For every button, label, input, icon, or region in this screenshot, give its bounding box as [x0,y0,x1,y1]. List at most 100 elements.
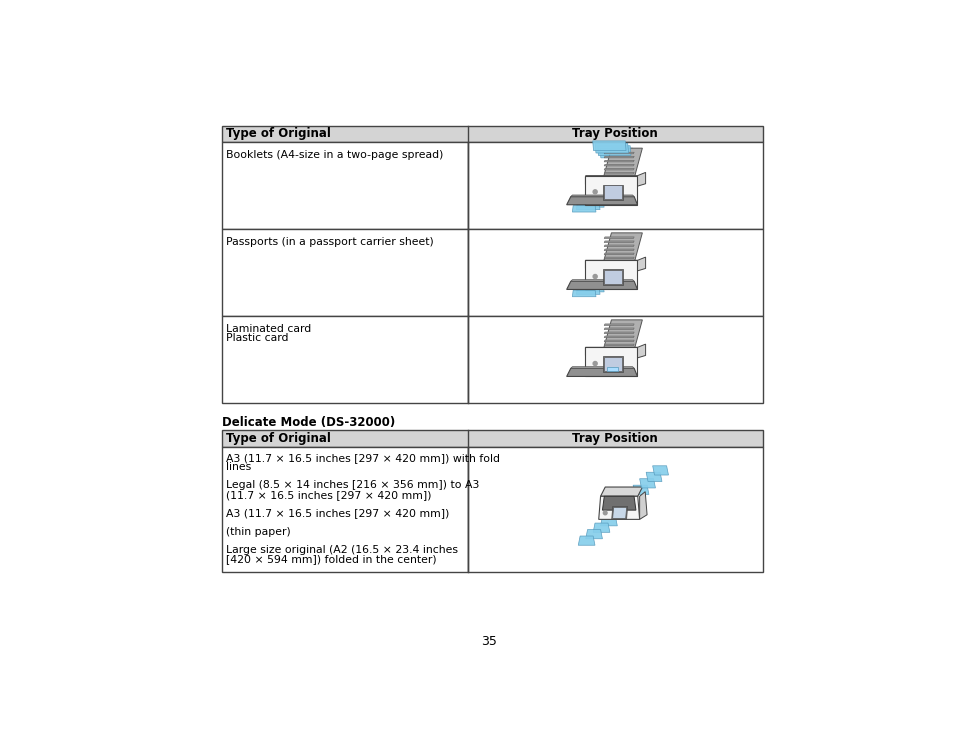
Text: Passports (in a passport carrier sheet): Passports (in a passport carrier sheet) [226,237,434,247]
Polygon shape [603,344,634,345]
Bar [468,142,761,230]
Polygon shape [637,173,645,186]
Polygon shape [576,288,599,294]
Text: (thin paper): (thin paper) [226,527,291,537]
Polygon shape [572,206,596,212]
Polygon shape [566,368,637,376]
Polygon shape [566,281,637,289]
Polygon shape [585,348,637,376]
Polygon shape [600,487,641,496]
Polygon shape [601,496,636,510]
Circle shape [593,362,597,365]
Polygon shape [592,141,625,151]
Polygon shape [570,367,634,368]
Polygon shape [602,184,622,200]
Text: A3 (11.7 × 16.5 inches [297 × 420 mm]) with fold: A3 (11.7 × 16.5 inches [297 × 420 mm]) w… [226,453,499,463]
Text: Type of Original: Type of Original [226,432,331,444]
Text: Legal (8.5 × 14 inches [216 × 356 mm]) to A3: Legal (8.5 × 14 inches [216 × 356 mm]) t… [226,480,479,491]
Polygon shape [612,507,626,519]
Text: Type of Original: Type of Original [226,128,331,140]
Polygon shape [598,496,639,520]
Polygon shape [603,253,634,255]
Polygon shape [607,367,618,370]
Bar [468,230,761,317]
Polygon shape [604,271,620,283]
Polygon shape [579,286,603,292]
Polygon shape [585,348,637,350]
Polygon shape [602,233,641,263]
Polygon shape [585,530,601,539]
Bar [222,142,468,230]
Polygon shape [611,506,627,520]
Text: Laminated card: Laminated card [226,324,311,334]
Bar [222,230,468,317]
Polygon shape [645,472,661,481]
Polygon shape [603,257,634,259]
Bar [222,125,761,142]
Polygon shape [603,237,634,238]
Polygon shape [602,356,622,372]
Polygon shape [603,249,634,251]
Bar [222,430,761,446]
Polygon shape [599,148,633,158]
Text: [420 × 594 mm]) folded in the center): [420 × 594 mm]) folded in the center) [226,554,436,565]
Circle shape [593,190,597,194]
Polygon shape [603,152,634,154]
Text: 35: 35 [480,635,497,648]
Text: (11.7 × 16.5 inches [297 × 420 mm]): (11.7 × 16.5 inches [297 × 420 mm]) [226,490,432,500]
Polygon shape [585,261,637,289]
Polygon shape [603,357,621,370]
Polygon shape [578,536,595,545]
Polygon shape [585,261,637,269]
Text: Delicate Mode (DS-32000): Delicate Mode (DS-32000) [222,415,395,429]
Polygon shape [603,332,634,334]
Polygon shape [603,270,621,284]
Polygon shape [597,145,630,156]
Polygon shape [603,165,634,166]
Polygon shape [603,324,634,325]
Polygon shape [595,143,628,153]
Polygon shape [585,176,637,184]
Bar [468,317,761,404]
Text: Booklets (A4-size in a two-page spread): Booklets (A4-size in a two-page spread) [226,150,443,160]
Polygon shape [602,269,622,285]
Polygon shape [579,201,603,207]
Polygon shape [639,492,646,520]
Text: lines: lines [226,462,252,472]
Bar [222,317,468,404]
Polygon shape [637,257,645,271]
Polygon shape [602,320,641,350]
Circle shape [602,511,606,515]
Polygon shape [585,348,637,356]
Polygon shape [604,358,620,370]
Polygon shape [603,245,634,246]
Polygon shape [652,466,668,475]
Polygon shape [584,283,607,289]
Text: A3 (11.7 × 16.5 inches [297 × 420 mm]): A3 (11.7 × 16.5 inches [297 × 420 mm]) [226,508,449,518]
Bar [468,446,761,572]
Polygon shape [593,523,609,532]
Text: Tray Position: Tray Position [572,128,658,140]
Polygon shape [603,241,634,243]
Polygon shape [603,336,634,338]
Circle shape [593,275,597,278]
Polygon shape [604,186,620,199]
Polygon shape [633,485,648,494]
Polygon shape [585,261,637,263]
Polygon shape [603,185,621,199]
Polygon shape [603,173,634,174]
Polygon shape [603,168,634,170]
Polygon shape [585,176,637,204]
Polygon shape [566,196,637,204]
Polygon shape [603,156,634,158]
Polygon shape [612,507,626,519]
Polygon shape [570,195,634,196]
Polygon shape [637,344,645,358]
Polygon shape [603,340,634,342]
Polygon shape [639,479,655,488]
Bar [222,446,468,572]
Polygon shape [603,160,634,162]
Polygon shape [602,148,641,178]
Polygon shape [600,517,617,526]
Text: Large size original (A2 (16.5 × 23.4 inches: Large size original (A2 (16.5 × 23.4 inc… [226,545,457,555]
